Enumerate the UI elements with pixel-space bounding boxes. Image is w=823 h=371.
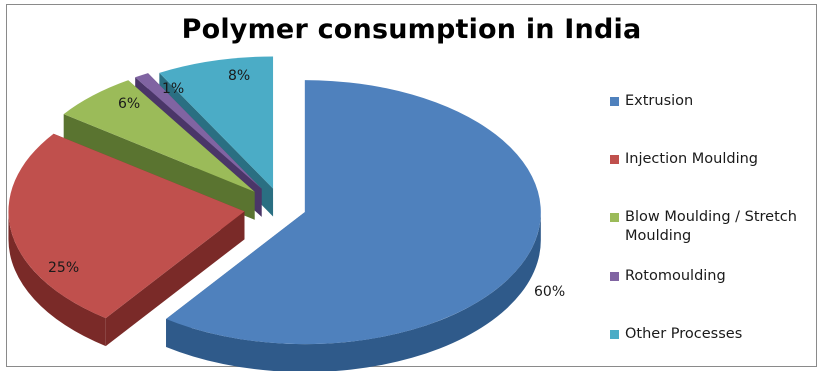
pie-slice-injection-moulding bbox=[8, 133, 245, 319]
data-label-blow-moulding-stretch-moulding: 6% bbox=[118, 96, 140, 112]
data-label-other-processes: 8% bbox=[228, 68, 250, 84]
legend-swatch bbox=[610, 213, 619, 222]
legend-label: Extrusion bbox=[625, 93, 694, 109]
data-label-injection-moulding: 25% bbox=[48, 260, 79, 276]
data-label-extrusion: 60% bbox=[534, 284, 565, 300]
legend-label: Blow Moulding / Stretch Moulding bbox=[625, 209, 797, 244]
legend-swatch bbox=[610, 155, 619, 164]
legend-label: Injection Moulding bbox=[625, 151, 758, 167]
pie-slice-rotomoulding bbox=[135, 73, 262, 189]
chart-title: Polymer consumption in India bbox=[181, 14, 642, 45]
pie-slice-extrusion bbox=[166, 80, 541, 345]
pie-slice-blow-moulding-stretch-moulding bbox=[63, 80, 255, 192]
legend-swatch bbox=[610, 330, 619, 339]
legend-label: Rotomoulding bbox=[625, 268, 726, 284]
legend-label: Other Processes bbox=[625, 326, 743, 342]
legend-swatch bbox=[610, 97, 619, 106]
pie-slice-other-processes bbox=[159, 56, 274, 189]
legend-swatch bbox=[610, 272, 619, 281]
data-label-rotomoulding: 1% bbox=[162, 81, 184, 97]
